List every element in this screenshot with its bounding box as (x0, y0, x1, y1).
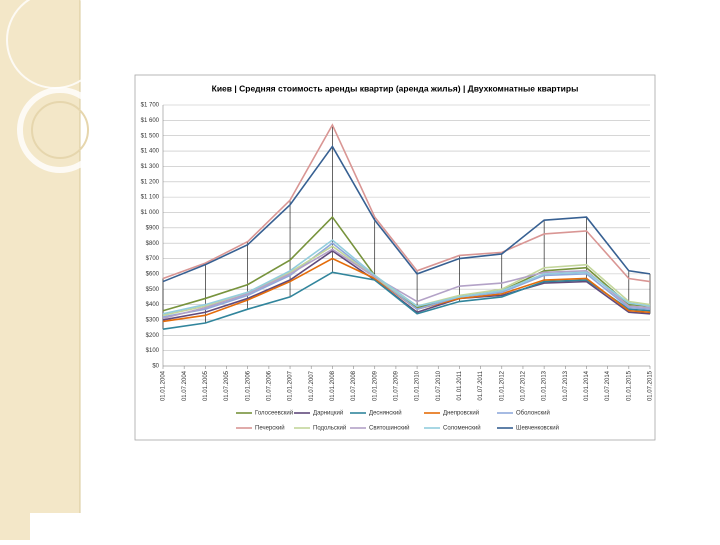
legend-label: Подольский (313, 425, 346, 432)
x-tick-label: 01.07.2013 (563, 370, 569, 401)
ornament (17, 87, 103, 173)
x-tick-label: 01.07.2009 (393, 370, 399, 401)
x-tick-label: 01.07.2006 (266, 370, 272, 401)
x-tick-label: 01.07.2012 (521, 370, 527, 401)
footer-band (30, 513, 720, 540)
x-tick-label: 01.01.2014 (584, 370, 590, 401)
series-line (162, 144, 651, 283)
series-line (162, 215, 651, 312)
y-tick-label: $0 (152, 364, 159, 370)
x-tick-label: 01.01.2008 (330, 370, 336, 401)
legend-label: Оболонский (516, 410, 550, 417)
x-tick-label: 01.01.2011 (457, 370, 463, 400)
series-line (162, 123, 651, 283)
y-tick-label: $100 (146, 348, 160, 354)
x-tick-label: 01.07.2015 (648, 370, 654, 401)
x-tick-label: 01.01.2004 (161, 370, 167, 401)
x-tick-label: 01.01.2007 (288, 370, 294, 401)
y-tick-label: $1 100 (141, 195, 160, 201)
x-tick-label: 01.01.2006 (245, 370, 251, 401)
y-tick-label: $1 000 (141, 210, 160, 216)
x-tick-label: 01.01.2005 (203, 370, 209, 401)
series-line (162, 249, 651, 321)
chart-title: Киев | Средняя стоимость аренды квартир … (212, 83, 579, 93)
legend-label: Днепровский (443, 410, 479, 417)
y-tick-label: $200 (146, 333, 160, 339)
legend-label: Голосеевский (255, 410, 293, 417)
legend-label: Печерский (255, 425, 285, 432)
x-tick-label: 01.07.2005 (224, 370, 230, 401)
series-line (162, 271, 651, 330)
x-tick-label: 01.07.2010 (436, 370, 442, 401)
x-tick-label: 01.01.2012 (499, 370, 505, 401)
y-tick-label: $1 400 (141, 149, 160, 155)
series-line (162, 248, 651, 320)
legend-label: Деснянский (369, 410, 402, 417)
y-tick-label: $400 (146, 302, 160, 308)
side-strip (0, 0, 80, 540)
y-tick-label: $700 (146, 256, 160, 262)
y-tick-label: $1 500 (141, 133, 160, 139)
legend-label: Соломенский (443, 425, 481, 432)
x-tick-label: 01.07.2007 (309, 370, 315, 401)
y-tick-label: $500 (146, 287, 160, 293)
x-tick-label: 01.07.2011 (478, 370, 484, 400)
legend-label: Дарницкий (313, 410, 343, 417)
x-tick-label: 01.01.2015 (626, 370, 632, 401)
legend-label: Святошинский (369, 425, 410, 432)
y-tick-label: $1 300 (141, 164, 160, 170)
x-tick-label: 01.07.2014 (605, 370, 611, 401)
y-tick-label: $1 200 (141, 179, 160, 185)
legend-label: Шевченковский (516, 425, 559, 432)
plot: $0 $100 $200 $300 $400 $500 $600 $700 $800 $900 $1… (141, 103, 654, 432)
series-line (162, 239, 651, 315)
ornament (31, 101, 89, 159)
series-line (162, 242, 651, 318)
x-tick-label: 01.01.2013 (542, 370, 548, 401)
x-tick-label: 01.01.2009 (372, 370, 378, 401)
x-tick-label: 01.07.2008 (351, 370, 357, 401)
y-tick-label: $900 (146, 225, 160, 231)
y-tick-label: $600 (146, 271, 160, 277)
y-tick-label: $300 (146, 318, 160, 324)
x-tick-label: 01.01.2010 (415, 370, 421, 401)
x-tick-label: 01.07.2004 (182, 370, 188, 401)
y-tick-label: $1 700 (141, 103, 160, 109)
y-tick-label: $800 (146, 241, 160, 247)
y-tick-label: $1 600 (141, 118, 160, 124)
